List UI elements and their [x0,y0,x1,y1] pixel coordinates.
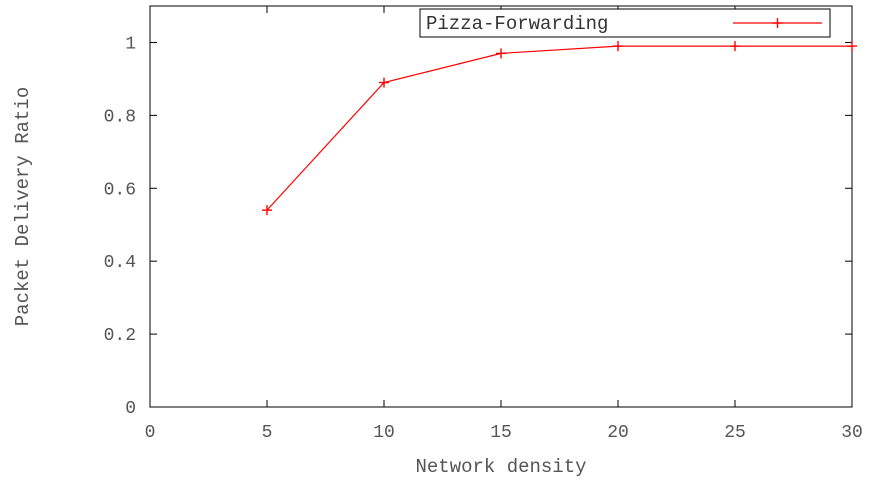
legend: Pizza-Forwarding [419,8,831,38]
y-tick-label: 0.4 [104,253,136,273]
data-point [730,41,740,52]
x-tick-label: 0 [145,423,156,443]
x-axis-title: Network density [415,456,586,478]
series-line [266,45,852,211]
tick-labels: 0 5 10 15 20 25 30 0 0.2 0.4 0.6 0.8 1 [104,34,863,443]
data-point [496,48,506,59]
data-point [262,205,272,216]
y-axis-title: Packet Delivery Ratio [12,87,34,326]
data-point [847,41,857,52]
x-tick-label: 15 [490,423,512,443]
axis-ticks [149,6,853,408]
x-tick-label: 20 [607,423,629,443]
y-tick-label: 1 [125,34,136,54]
y-tick-label: 0.8 [104,107,136,127]
plot-frame [149,5,853,408]
x-tick-label: 10 [373,423,395,443]
y-tick-label: 0 [125,399,136,419]
x-tick-label: 30 [841,423,863,443]
y-tick-label: 0.2 [104,326,136,346]
x-tick-label: 25 [724,423,746,443]
y-tick-label: 0.6 [104,180,136,200]
series-layer [262,41,857,216]
data-point [613,41,623,52]
x-tick-label: 5 [262,423,273,443]
data-point [379,77,389,88]
legend-label: Pizza-Forwarding [426,13,608,35]
